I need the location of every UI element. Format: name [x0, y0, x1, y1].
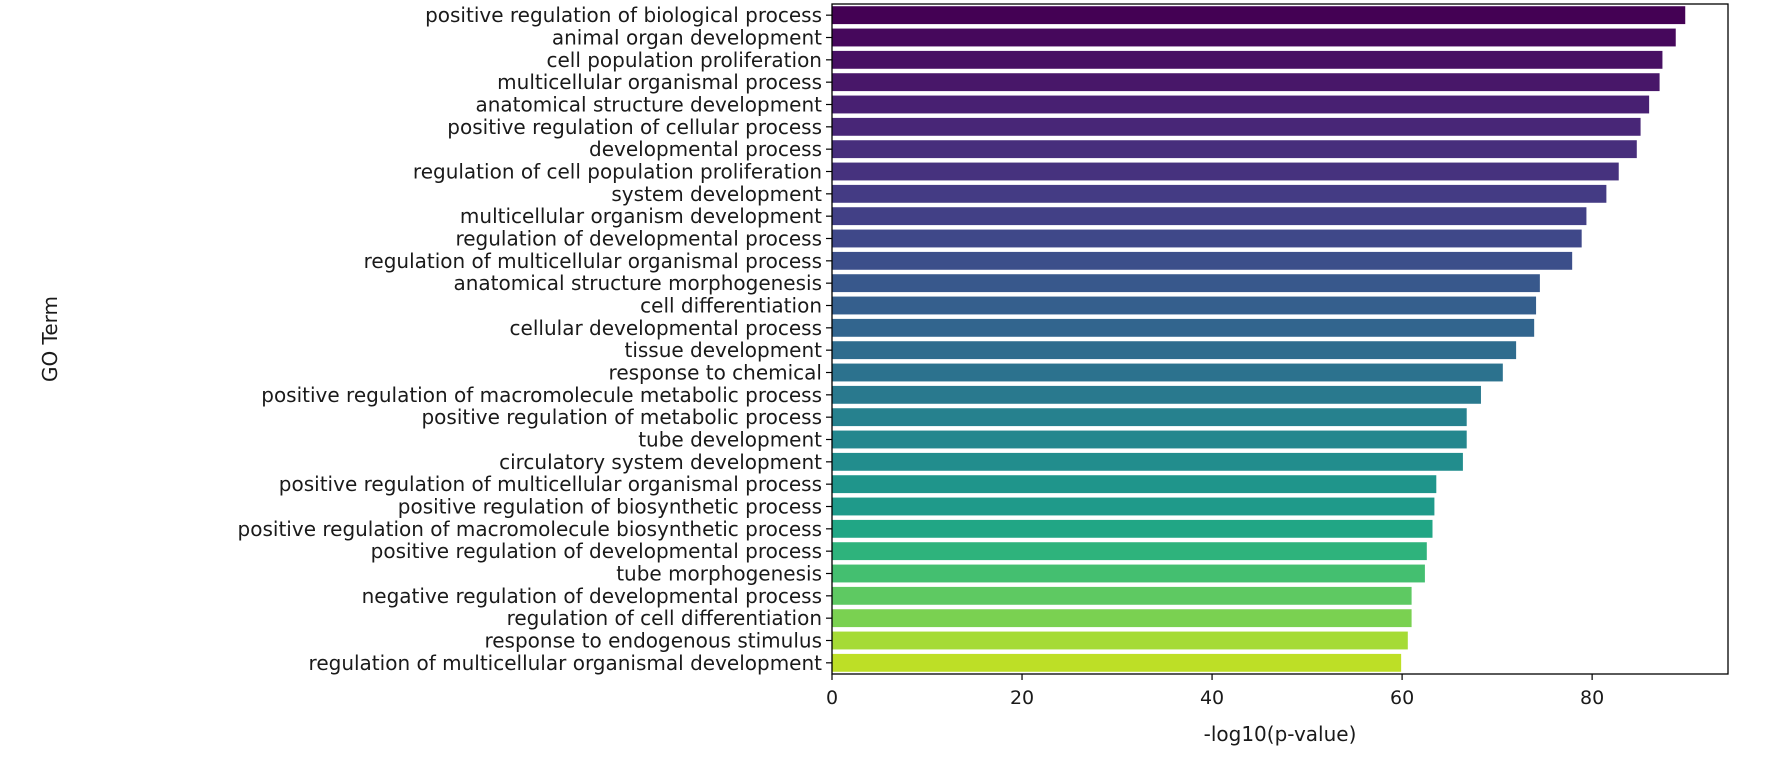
category-label: positive regulation of cellular process	[447, 115, 822, 139]
category-labels-group: positive regulation of biological proces…	[238, 3, 832, 675]
bar	[832, 385, 1481, 404]
category-label: regulation of multicellular organismal d…	[309, 651, 823, 675]
category-label: negative regulation of developmental pro…	[362, 584, 822, 608]
category-label: regulation of developmental process	[455, 227, 822, 251]
x-ticks-group: 0 20 40 60 80	[826, 674, 1604, 709]
bar	[832, 497, 1435, 516]
bar	[832, 452, 1463, 471]
category-label: positive regulation of metabolic process	[421, 405, 822, 429]
category-label: anatomical structure morphogenesis	[453, 271, 822, 295]
category-label: positive regulation of biological proces…	[425, 3, 822, 27]
bar	[832, 475, 1437, 494]
bar	[832, 341, 1517, 360]
bar	[832, 140, 1637, 159]
category-label: positive regulation of biosynthetic proc…	[398, 495, 822, 519]
bar	[832, 363, 1503, 382]
bar	[832, 162, 1619, 181]
category-label: developmental process	[589, 137, 822, 161]
y-axis-label: GO Term	[38, 296, 62, 382]
x-tick-label: 80	[1580, 687, 1604, 709]
bar	[832, 564, 1425, 583]
category-label: cell differentiation	[640, 294, 822, 318]
category-label: response to chemical	[609, 361, 822, 385]
bar	[832, 229, 1582, 248]
bar	[832, 28, 1676, 47]
category-label: circulatory system development	[499, 450, 822, 474]
bar	[832, 519, 1433, 538]
category-label: cell population proliferation	[546, 48, 822, 72]
bar	[832, 50, 1663, 69]
category-label: regulation of cell differentiation	[507, 606, 822, 630]
category-label: response to endogenous stimulus	[484, 629, 822, 653]
bar	[832, 408, 1467, 427]
category-label: tube morphogenesis	[616, 562, 822, 586]
bar	[832, 631, 1408, 650]
bar	[832, 430, 1467, 449]
bar	[832, 73, 1660, 92]
bar	[832, 207, 1587, 226]
x-tick-label: 0	[826, 687, 838, 709]
category-label: tube development	[638, 428, 822, 452]
category-label: positive regulation of developmental pro…	[371, 539, 822, 563]
category-label: positive regulation of macromolecule bio…	[238, 517, 822, 541]
category-label: multicellular organismal process	[497, 70, 822, 94]
bar	[832, 609, 1412, 628]
x-axis-label: -log10(p-value)	[1204, 722, 1357, 746]
category-label: positive regulation of multicellular org…	[279, 472, 822, 496]
bar	[832, 274, 1540, 293]
category-label: anatomical structure development	[475, 93, 822, 117]
category-label: positive regulation of macromolecule met…	[261, 383, 822, 407]
bar	[832, 296, 1537, 315]
category-label: system development	[611, 182, 822, 206]
category-label: cellular developmental process	[510, 316, 822, 340]
category-label: tissue development	[624, 338, 822, 362]
bar	[832, 117, 1641, 136]
bar	[832, 251, 1573, 270]
bar	[832, 653, 1402, 672]
bar	[832, 542, 1427, 561]
plot-frame	[831, 3, 1729, 675]
bar	[832, 6, 1686, 25]
bar	[832, 318, 1535, 337]
x-tick-label: 20	[1010, 687, 1034, 709]
category-label: multicellular organism development	[460, 204, 822, 228]
bar	[832, 586, 1412, 605]
bar	[832, 184, 1607, 203]
x-tick-label: 60	[1390, 687, 1414, 709]
bar	[832, 95, 1650, 114]
category-label: regulation of cell population proliferat…	[413, 160, 822, 184]
x-tick-label: 40	[1200, 687, 1224, 709]
category-label: animal organ development	[552, 26, 822, 50]
bars-group	[832, 6, 1686, 672]
category-label: regulation of multicellular organismal p…	[364, 249, 822, 273]
